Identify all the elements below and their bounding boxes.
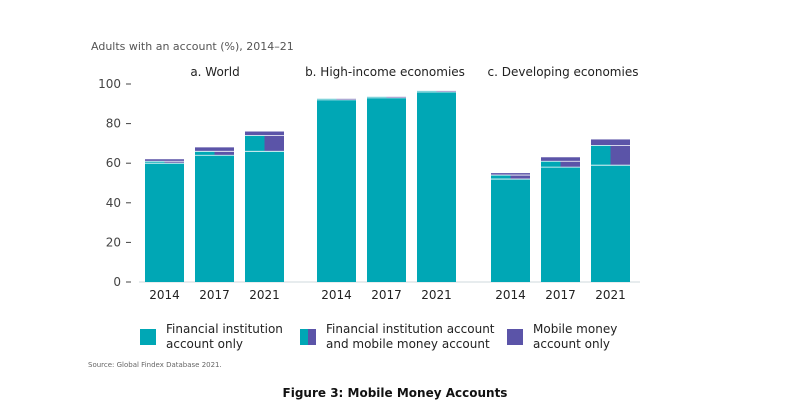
bar-segment-fi-only	[417, 91, 456, 282]
x-tick-label: 2014	[495, 288, 526, 302]
bar-segment-fi-and-mm-left	[417, 90, 437, 92]
bar-segment-fi-and-mm-right	[264, 135, 284, 152]
x-tick-label: 2017	[199, 288, 230, 302]
y-tick-label: 0	[113, 275, 121, 289]
figure-caption: Figure 3: Mobile Money Accounts	[282, 386, 508, 400]
legend-item-mm-only: Mobile money account only	[507, 322, 708, 352]
legend-label-fi-only: Financial institution account only	[166, 322, 283, 351]
panel-title-world: a. World	[190, 65, 240, 79]
bar-segment-fi-and-mm-left	[145, 161, 165, 164]
y-tick-label: 60	[106, 156, 121, 170]
bar-segment-fi-and-mm-right	[436, 90, 456, 92]
source-note: Source: Global Findex Database 2021.	[88, 361, 222, 369]
legend-swatch-fi-and-mm	[300, 329, 316, 345]
bar-segment-mm-only	[491, 173, 530, 176]
bar-segment-fi-only	[145, 163, 184, 282]
bar-segment-fi-and-mm-right	[336, 98, 356, 100]
bar-segment-fi-and-mm-left	[367, 96, 387, 98]
panel-title-developing: c. Developing economies	[487, 65, 639, 79]
bar-segment-mm-only	[195, 147, 234, 152]
bar-segment-mm-only	[541, 157, 580, 162]
bar-segment-fi-and-mm-right	[610, 145, 630, 166]
bar-segment-fi-and-mm-right	[510, 175, 530, 180]
y-tick-label: 100	[98, 77, 121, 91]
bar-segment-fi-and-mm-left	[591, 145, 611, 166]
bar-segment-fi-and-mm-right	[214, 151, 234, 156]
bar-segment-fi-and-mm-left	[245, 135, 265, 152]
x-tick-label: 2021	[249, 288, 280, 302]
x-tick-label: 2014	[321, 288, 352, 302]
bar-segment-mm-only	[591, 139, 630, 146]
bar-segment-mm-only	[245, 131, 284, 136]
legend-label-mm-only: Mobile money account only	[533, 322, 618, 351]
legend-label-fi-and-mm: Financial institution account and mobile…	[326, 322, 495, 351]
bar-segment-fi-only	[491, 179, 530, 282]
stacked-bar-chart: 0 20 40 60 80 100 2014 2017 2021 2014 2017 2021 2014…	[98, 77, 640, 302]
bar-segment-fi-and-mm-left	[491, 175, 511, 180]
bar-segment-fi-only	[541, 167, 580, 282]
bar-segment-fi-and-mm-left	[317, 98, 337, 100]
bar-segment-fi-and-mm-right	[386, 96, 406, 98]
bar-segment-fi-only	[317, 99, 356, 282]
legend-swatch-mm-only	[507, 329, 523, 345]
x-tick-label: 2021	[595, 288, 626, 302]
x-tick-label: 2014	[149, 288, 180, 302]
y-tick-label: 80	[106, 117, 121, 131]
bar-segment-fi-only	[195, 155, 234, 282]
x-tick-label: 2017	[371, 288, 402, 302]
chart-title: Adults with an account (%), 2014–21	[91, 40, 294, 53]
bar-segment-fi-only	[245, 151, 284, 282]
y-tick-label: 40	[106, 196, 121, 210]
legend-swatch-fi-only	[140, 329, 156, 345]
bar-segment-fi-only	[591, 165, 630, 282]
panel-title-high-income: b. High-income economies	[305, 65, 465, 79]
bar-segment-fi-and-mm-right	[560, 161, 580, 168]
legend-item-fi-and-mm: Financial institution account and mobile…	[300, 322, 511, 352]
y-tick-label: 20	[106, 235, 121, 249]
legend-item-fi-only: Financial institution account only	[140, 322, 341, 352]
x-tick-label: 2017	[545, 288, 576, 302]
bar-segment-fi-only	[367, 97, 406, 282]
bar-segment-fi-and-mm-right	[164, 161, 184, 164]
bar-segment-fi-and-mm-left	[195, 151, 215, 156]
x-tick-label: 2021	[421, 288, 452, 302]
bar-segment-mm-only	[145, 159, 184, 162]
bar-segment-fi-and-mm-left	[541, 161, 561, 168]
